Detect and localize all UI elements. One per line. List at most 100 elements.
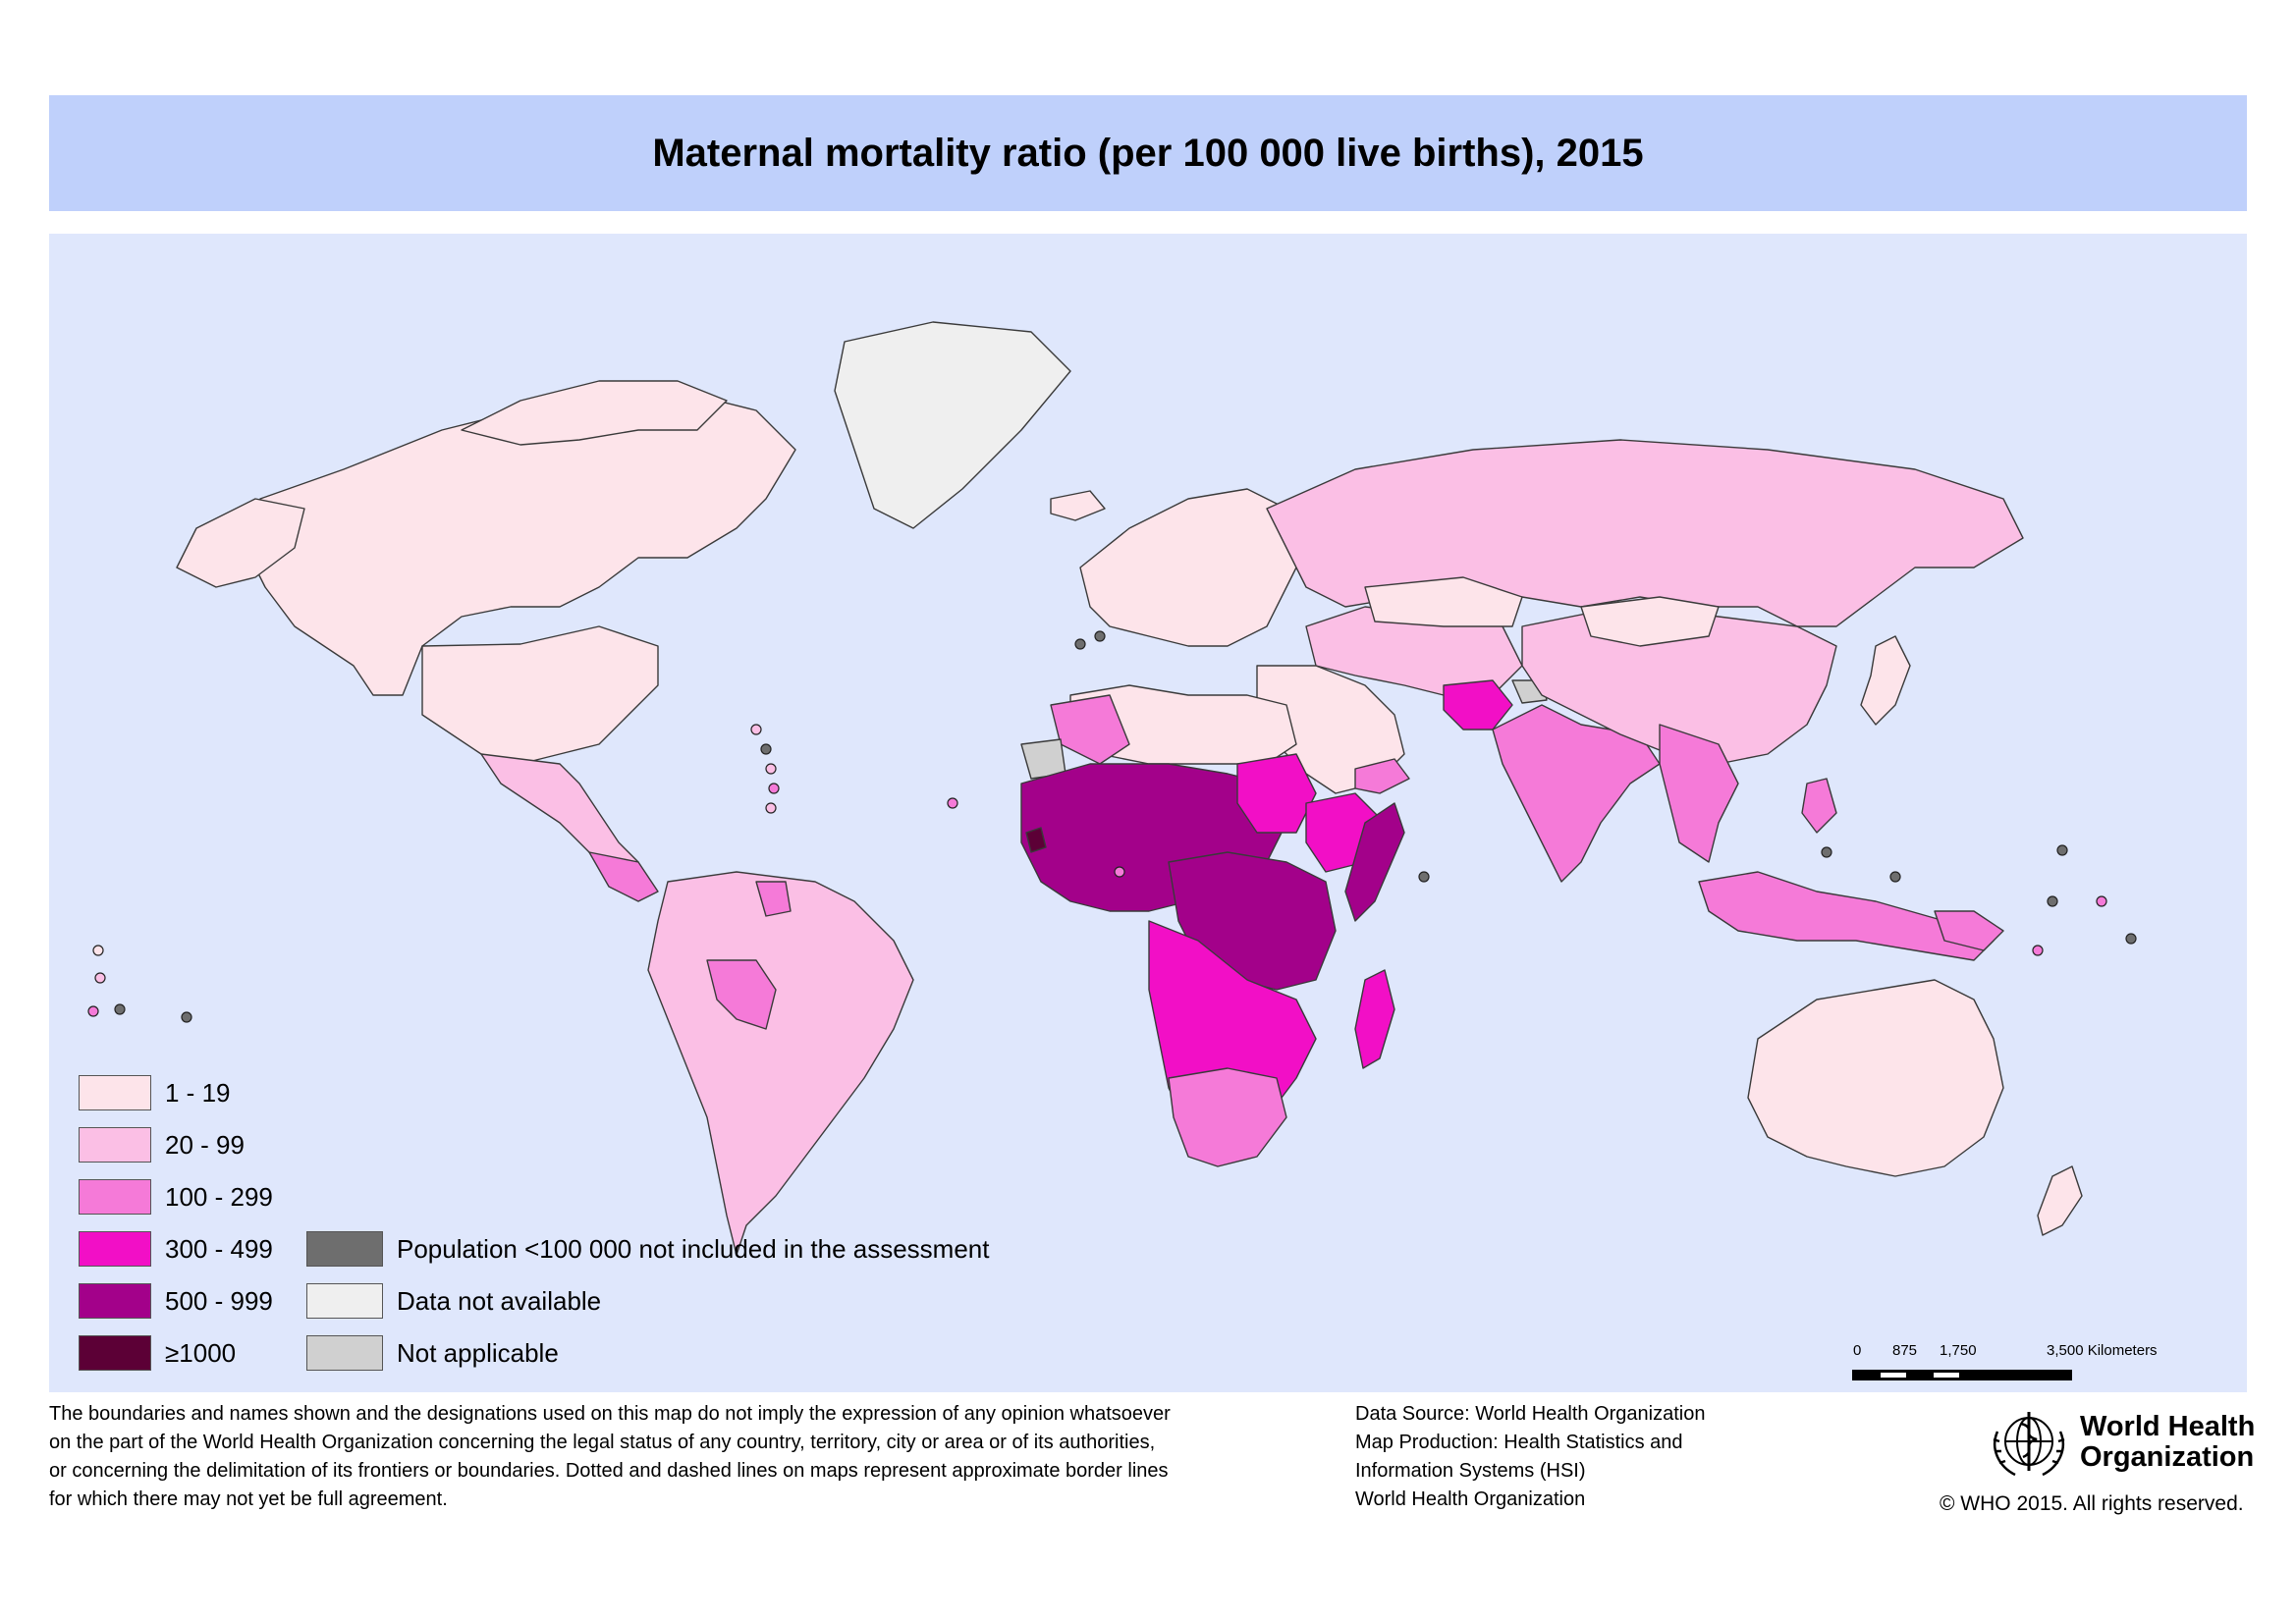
who-name-line: World Health [2080,1411,2256,1442]
title-banner: Maternal mortality ratio (per 100 000 li… [49,95,2247,211]
legend-special-no-data: Data not available [306,1283,601,1319]
region-south-america [647,871,914,1256]
region-europe [1079,488,1307,647]
region-papua-new-guinea [1934,910,2004,951]
source-line: Map Production: Health Statistics and [1355,1432,1683,1453]
region-south-africa [1168,1067,1287,1167]
small-territory-marker [765,802,777,814]
region-new-zealand [2037,1165,2083,1236]
disclaimer-line: or concerning the delimitation of its fr… [49,1460,1169,1482]
region-japan [1860,635,1911,726]
legend-label: 500 - 999 [165,1285,273,1316]
legend-class-2: 20 - 99 [79,1127,245,1163]
who-name-line: Organization [2080,1441,2255,1473]
region-sierra-leone [1025,827,1047,853]
region-south-asia [1492,704,1661,883]
disclaimer-line: for which there may not yet be full agre… [49,1488,448,1510]
scale-bar: 0 875 1,750 3,500 Kilometers [1849,1342,2242,1401]
region-mongolia [1580,596,1720,647]
scale-tick-875: 875 [1892,1342,1918,1359]
legend-swatch [79,1075,151,1110]
who-emblem-icon [1993,1412,2065,1477]
small-territory-marker [2047,895,2058,907]
legend-label: 20 - 99 [165,1129,245,1160]
region-australia [1747,979,2004,1177]
legend-swatch [79,1231,151,1267]
region-philippines [1801,778,1837,834]
region-mexico [480,753,639,873]
region-maghreb [1050,694,1130,765]
region-sudan [1236,753,1317,834]
scale-tick-3500: 3,500 Kilometers [2047,1342,2158,1359]
small-territory-marker [1889,871,1901,883]
small-territory-marker [750,724,762,735]
disclaimer-line: The boundaries and names shown and the d… [49,1403,1171,1425]
legend-swatch [79,1283,151,1319]
small-territory-marker [1418,871,1430,883]
legend-swatch [306,1335,383,1371]
small-territory-marker [181,1011,192,1023]
legend-swatch [306,1283,383,1319]
small-territory-marker [947,797,958,809]
small-territory-marker [114,1003,126,1015]
small-territory-marker [2125,933,2137,945]
small-territory-marker [94,972,106,984]
legend-swatch [79,1335,151,1371]
legend-class-6: ≥1000 [79,1335,236,1371]
legend-swatch [306,1231,383,1267]
region-madagascar [1354,969,1395,1069]
legend-class-1: 1 - 19 [79,1075,231,1110]
region-afghanistan [1443,679,1513,730]
legend-label: 300 - 499 [165,1233,273,1264]
legend-swatch [79,1127,151,1163]
small-territory-marker [2056,844,2068,856]
legend-label: Population <100 000 not included in the … [397,1233,990,1264]
world-map [87,321,2137,1256]
source-line: Data Source: World Health Organization [1355,1403,1706,1425]
legend-class-3: 100 - 299 [79,1179,273,1215]
map-title: Maternal mortality ratio (per 100 000 li… [652,131,1644,175]
region-yemen [1354,758,1410,794]
disclaimer-line: on the part of the World Health Organiza… [49,1432,1156,1453]
legend-label: 100 - 299 [165,1181,273,1212]
region-canada-arctic [461,380,728,446]
legend-class-5: 500 - 999 [79,1283,273,1319]
region-indonesia [1698,871,1995,961]
region-somalia [1344,802,1405,922]
legend-label: 1 - 19 [165,1077,231,1108]
scale-tick-0: 0 [1853,1342,1862,1359]
copyright: © WHO 2015. All rights reserved. [1940,1492,2244,1515]
region-central-america [588,851,659,902]
region-iceland [1050,490,1106,521]
small-territory-marker [765,763,777,775]
who-name: World Health Organization [2080,1412,2255,1473]
data-source: Data Source: World Health Organization M… [1355,1400,1705,1514]
source-line: Information Systems (HSI) [1355,1460,1586,1482]
legend-label: ≥1000 [165,1337,237,1368]
small-territory-marker [87,1005,99,1017]
small-territory-marker [768,783,780,794]
region-china [1521,606,1837,765]
small-territory-marker [1821,846,1832,858]
small-territory-marker [1114,866,1125,878]
region-greenland [834,321,1071,529]
region-bolivia-paraguay [706,959,777,1030]
legend-swatch [79,1179,151,1215]
small-territory-marker [760,743,772,755]
region-usa [421,625,659,765]
scale-tick-1750: 1,750 [1940,1342,1977,1359]
legend-label: Not applicable [397,1337,559,1368]
source-line: World Health Organization [1355,1488,1586,1510]
scale-bar-graphic [1852,1370,2072,1380]
legend-special-not-applicable: Not applicable [306,1335,559,1371]
who-logo: World Health Organization [1986,1402,2255,1483]
disclaimer: The boundaries and names shown and the d… [49,1400,1171,1514]
region-guyana [755,881,792,917]
legend-label: Data not available [397,1285,602,1316]
small-territory-marker [1074,638,1086,650]
legend-special-small-population: Population <100 000 not included in the … [306,1231,989,1267]
map-panel: 1 - 19 20 - 99 100 - 299 300 - 499 500 -… [49,234,2247,1392]
region-alaska [176,498,305,588]
legend-class-4: 300 - 499 [79,1231,273,1267]
region-southeast-asia [1659,724,1739,863]
